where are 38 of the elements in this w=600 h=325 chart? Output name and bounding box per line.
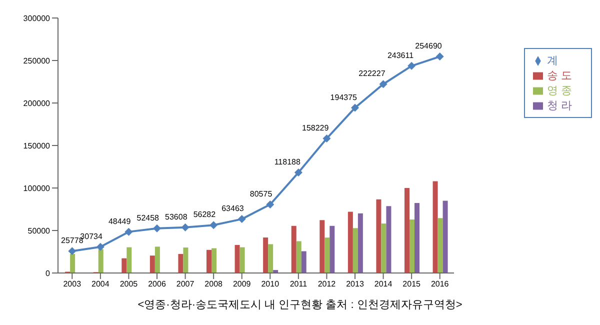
x-tick-label: 2016 xyxy=(430,280,450,289)
legend-label: 청 라 xyxy=(547,100,572,112)
x-tick-label: 2008 xyxy=(204,280,224,289)
legend-label: 계 xyxy=(547,55,558,67)
y-tick-label: 50000 xyxy=(28,226,51,236)
x-tick-label: 2003 xyxy=(63,280,82,289)
legend-label: 송 도 xyxy=(547,70,572,82)
legend-label: 영 종 xyxy=(547,85,572,97)
data-label: 56282 xyxy=(193,210,216,220)
data-label: 48449 xyxy=(108,216,132,226)
x-tick-label: 2014 xyxy=(374,280,393,289)
data-label: 80575 xyxy=(250,190,273,199)
x-tick-label: 2004 xyxy=(92,280,110,289)
y-tick-label: 150000 xyxy=(23,141,51,150)
text: <영종·청라·송도국제도시 내 인구현황 출처 : 인천경제자유구역청> xyxy=(136,298,464,312)
y-tick-label: 0 xyxy=(46,268,51,278)
data-label: 53608 xyxy=(165,212,188,222)
data-label: 52458 xyxy=(136,213,160,222)
y-tick-label: 100000 xyxy=(23,184,51,193)
x-tick-label: 2013 xyxy=(346,280,364,289)
x-tick-label: 2006 xyxy=(148,280,166,289)
data-label: 63463 xyxy=(222,204,244,214)
data-label: 158229 xyxy=(302,124,330,133)
data-label: 222227 xyxy=(358,69,386,78)
x-tick-label: 2010 xyxy=(261,280,280,289)
data-label: 243611 xyxy=(387,50,414,60)
y-tick-label: 300000 xyxy=(23,14,51,23)
data-label: 254690 xyxy=(415,42,442,51)
x-tick-label: 2015 xyxy=(402,280,422,289)
x-tick-label: 2005 xyxy=(120,280,138,289)
x-tick-label: 2012 xyxy=(318,280,336,289)
y-tick-label: 250000 xyxy=(23,56,51,66)
data-label: 118188 xyxy=(274,158,301,167)
data-label: 194375 xyxy=(330,92,358,102)
x-tick-label: 2011 xyxy=(290,280,308,289)
y-tick-label: 200000 xyxy=(23,98,51,108)
x-tick-label: 2007 xyxy=(176,280,195,289)
x-tick-label: 2009 xyxy=(232,280,252,289)
